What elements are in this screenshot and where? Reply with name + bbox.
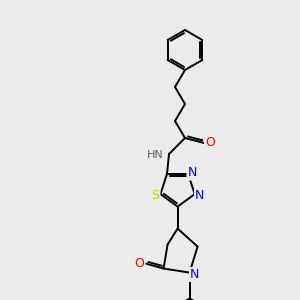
Text: O: O: [205, 136, 215, 149]
Text: N: N: [188, 167, 197, 179]
Text: N: N: [195, 189, 204, 202]
Text: N: N: [190, 268, 199, 281]
Text: S: S: [152, 189, 160, 202]
Text: HN: HN: [147, 150, 164, 160]
Text: O: O: [135, 257, 145, 270]
